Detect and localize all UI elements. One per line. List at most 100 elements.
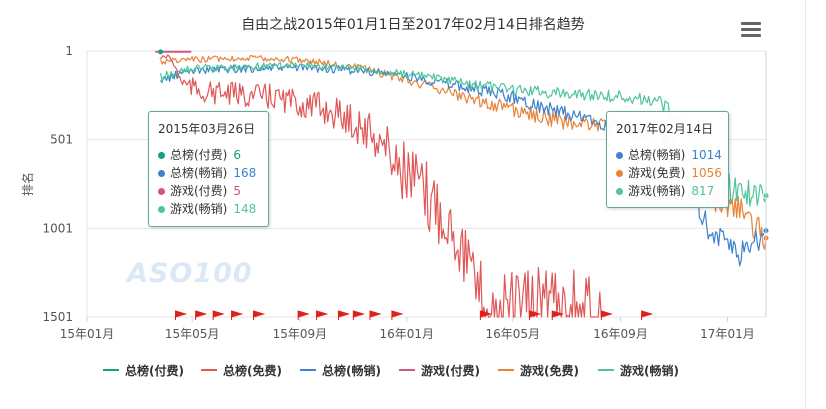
tooltip-series-label: 游戏(付费) (170, 184, 228, 198)
legend-swatch (201, 369, 217, 371)
tooltip-series-label: 总榜(畅销) (628, 148, 686, 162)
legend-swatch (598, 369, 614, 371)
tooltip-series-label: 游戏(畅销) (170, 202, 228, 216)
x-tick-label: 15年01月 (60, 327, 115, 341)
tooltip-series-value: 148 (233, 202, 257, 216)
y-tick-label: 501 (50, 133, 73, 147)
tooltip-row: 总榜(畅销) 168 (158, 164, 258, 182)
series-dot-icon (616, 188, 623, 195)
series-dot-icon (616, 152, 623, 159)
legend-swatch (399, 369, 415, 371)
flag-icon[interactable] (528, 310, 542, 320)
flag-icon[interactable] (551, 310, 564, 320)
legend-swatch (300, 369, 316, 371)
flag-marker (352, 310, 366, 320)
legend-label: 游戏(畅销) (620, 364, 679, 378)
flag-marker (641, 310, 654, 320)
flag-icon[interactable] (479, 310, 493, 320)
legend-label: 总榜(付费) (125, 364, 184, 378)
flag-marker (252, 310, 266, 320)
right-divider (805, 0, 806, 409)
y-tick-label: 1001 (42, 221, 73, 235)
x-tick-label: 15年05月 (165, 327, 220, 341)
series-dot-icon (158, 206, 165, 213)
series-dot-icon (158, 188, 165, 195)
legend-item[interactable]: 游戏(畅销) (598, 362, 679, 379)
legend-label: 总榜(畅销) (322, 364, 381, 378)
tooltip-row: 总榜(付费) 6 (158, 146, 258, 164)
tooltip-date: 2015年03月26日 (158, 122, 256, 136)
flag-marker (195, 310, 208, 320)
flag-icon[interactable] (600, 310, 614, 320)
tooltip-series-label: 游戏(畅销) (628, 184, 686, 198)
tooltip-series-label: 总榜(畅销) (170, 166, 228, 180)
series-dot-icon (158, 152, 165, 159)
flag-icon[interactable] (174, 310, 188, 320)
tooltip-row: 游戏(畅销) 148 (158, 200, 258, 218)
tooltip-row: 游戏(免费) 1056 (616, 164, 722, 182)
series-line-总榜(免费) (159, 54, 602, 318)
legend-item[interactable]: 总榜(免费) (201, 362, 282, 379)
flag-icon[interactable] (252, 310, 266, 320)
tooltip-row: 游戏(畅销) 817 (616, 182, 718, 200)
x-tick-label: 15年09月 (273, 327, 328, 341)
legend-item[interactable]: 游戏(付费) (399, 362, 480, 379)
tooltip-series-value: 6 (233, 148, 242, 162)
chart-title: 自由之战2015年01月1日至2017年02月14日排名趋势 (241, 17, 585, 33)
flag-marker (316, 310, 329, 320)
tooltip-series-value: 817 (691, 184, 715, 198)
flag-marker (212, 310, 225, 320)
chart-legend: 总榜(付费) 总榜(免费) 总榜(畅销) 游戏(付费) 游戏(免费) 游戏(畅销) (0, 362, 826, 382)
x-tick-label: 16年05月 (486, 327, 541, 341)
flag-icon[interactable] (391, 310, 404, 320)
x-tick-label: 16年09月 (593, 327, 648, 341)
tooltip-series-label: 游戏(免费) (628, 166, 686, 180)
flag-icon[interactable] (641, 310, 654, 320)
y-tick-label: 1 (65, 44, 73, 58)
series-line-游戏(畅销) (160, 61, 767, 207)
tooltip-series-value: 168 (233, 166, 257, 180)
legend-item[interactable]: 总榜(付费) (103, 362, 184, 379)
x-tick-label: 17年01月 (700, 327, 755, 341)
flag-marker (337, 310, 351, 320)
y-axis-label: 排名 (20, 172, 35, 196)
flag-marker (551, 310, 564, 320)
flag-icon[interactable] (297, 310, 310, 320)
series-dot-icon (616, 170, 623, 177)
tooltip-left: 2015年03月26日 总榜(付费) 6 总榜(畅销) 168 游戏(付费) 5 游戏(畅销… (148, 111, 269, 227)
legend-swatch (498, 369, 514, 371)
flag-icon[interactable] (316, 310, 329, 320)
flag-marker (528, 310, 542, 320)
series-dot-icon (158, 170, 165, 177)
flag-marker (297, 310, 310, 320)
tooltip-series-value: 5 (233, 184, 242, 198)
legend-item[interactable]: 总榜(畅销) (300, 362, 381, 379)
flag-icon[interactable] (369, 310, 382, 320)
flag-marker (231, 310, 244, 320)
legend-label: 总榜(免费) (223, 364, 282, 378)
tooltip-series-label: 总榜(付费) (170, 148, 228, 162)
flag-marker (174, 310, 188, 320)
tooltip-row: 总榜(畅销) 1014 (616, 146, 722, 164)
flag-icon[interactable] (352, 310, 366, 320)
tooltip-date: 2017年02月14日 (616, 122, 714, 136)
y-tick-label: 1501 (42, 310, 73, 324)
x-tick-label: 16年01月 (380, 327, 435, 341)
tooltip-series-value: 1014 (691, 148, 722, 162)
legend-swatch (103, 369, 119, 371)
flag-icon[interactable] (195, 310, 208, 320)
tooltip-series-value: 1056 (691, 166, 722, 180)
tooltip-row: 游戏(付费) 5 (158, 182, 258, 200)
flag-marker (369, 310, 382, 320)
flag-marker (600, 310, 614, 320)
flag-icon[interactable] (337, 310, 351, 320)
flag-marker (479, 310, 493, 320)
series-point-总榜(付费) (158, 49, 164, 55)
legend-label: 游戏(免费) (520, 364, 579, 378)
flag-marker (391, 310, 404, 320)
legend-item[interactable]: 游戏(免费) (498, 362, 579, 379)
hamburger-menu-icon[interactable] (741, 22, 761, 38)
flag-icon[interactable] (212, 310, 225, 320)
flag-icon[interactable] (231, 310, 244, 320)
legend-label: 游戏(付费) (421, 364, 480, 378)
